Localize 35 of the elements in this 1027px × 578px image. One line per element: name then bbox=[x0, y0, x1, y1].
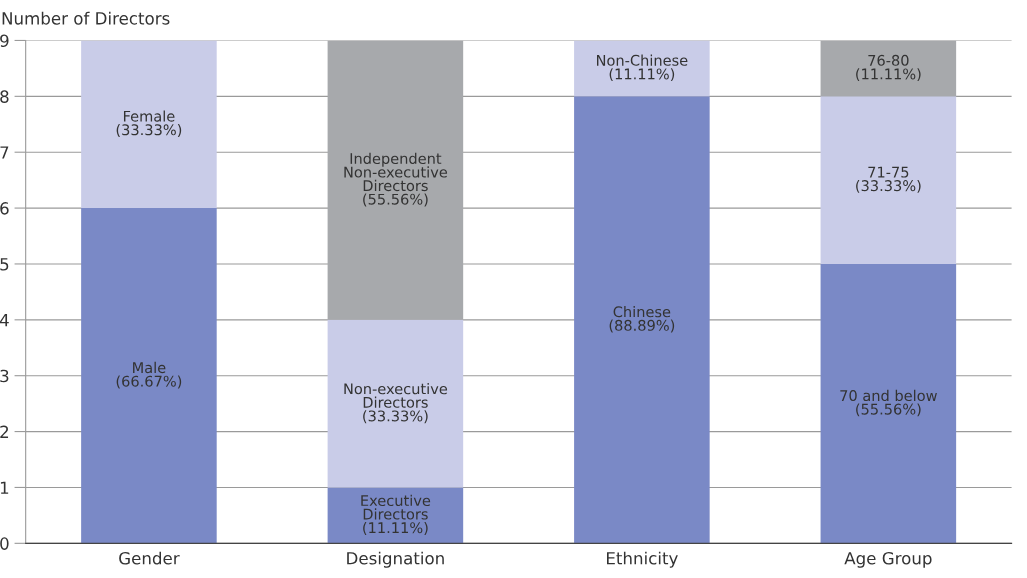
bar bbox=[820, 96, 957, 264]
bar bbox=[81, 208, 217, 544]
y-tick-label: 0 bbox=[0, 537, 9, 550]
annotation: Non-executive Directors (33.33%) bbox=[344, 383, 448, 424]
annotation: Executive Directors (11.11%) bbox=[361, 494, 431, 535]
annotation: 70 and below (55.56%) bbox=[840, 389, 937, 417]
x-tick-label: Gender bbox=[119, 551, 180, 565]
annotation: Female (33.33%) bbox=[116, 110, 182, 137]
annotation: Non-Chinese (11.11%) bbox=[597, 54, 688, 82]
annotation: 76-80 (11.11%) bbox=[856, 54, 921, 82]
bar bbox=[327, 40, 464, 320]
y-tick-label: 9 bbox=[0, 34, 9, 48]
y-tick-label: 6 bbox=[0, 202, 9, 215]
annotation: 71-75 (33.33%) bbox=[856, 166, 921, 193]
x-tick-label: Designation bbox=[347, 551, 444, 568]
bar bbox=[327, 319, 464, 488]
x-tick-label: Age Group bbox=[844, 551, 932, 568]
y-tick-label: 2 bbox=[0, 425, 9, 438]
y-tick-label: 8 bbox=[0, 90, 9, 103]
annotation: Male (66.67%) bbox=[116, 361, 182, 389]
annotation: Independent Non-executive Directors (55.56%) bbox=[344, 152, 448, 207]
bar bbox=[81, 40, 217, 209]
bar bbox=[574, 40, 710, 97]
bar bbox=[574, 96, 710, 544]
x-tick-label: Ethnicity bbox=[607, 551, 678, 568]
y-tick-label: 4 bbox=[0, 314, 9, 327]
bar bbox=[327, 487, 464, 544]
y-tick-label: 7 bbox=[0, 146, 9, 159]
y-tick-label: 1 bbox=[0, 481, 9, 494]
annotation: Chinese (88.89%) bbox=[609, 305, 675, 333]
y-tick-label: 3 bbox=[0, 369, 9, 383]
bar bbox=[820, 40, 957, 97]
bar bbox=[820, 263, 957, 544]
y-tick-label: 5 bbox=[0, 258, 9, 271]
y-axis-title: Number of Directors bbox=[2, 11, 170, 25]
